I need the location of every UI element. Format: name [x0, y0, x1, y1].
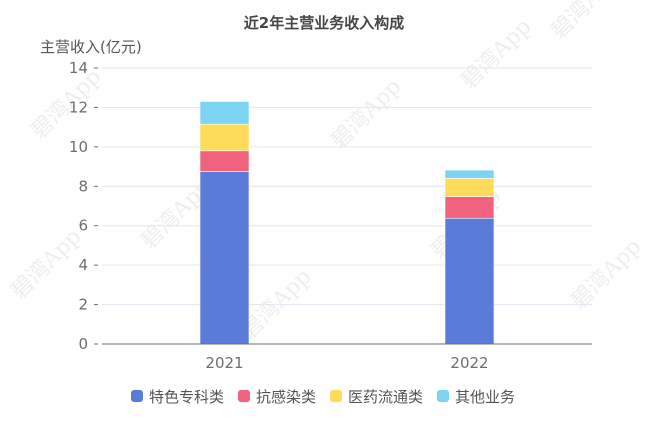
legend-label-2: 医药流通类: [348, 388, 423, 406]
bar-2022-series-2: [444, 178, 495, 197]
legend-label-1: 抗感染类: [256, 388, 316, 406]
watermark-0: 碧湾App: [27, 64, 107, 144]
y-axis-label: 主营收入(亿元): [40, 38, 142, 56]
y-tick-label-8: 8: [78, 177, 88, 195]
legend-swatch-0: [131, 390, 143, 402]
y-tick-label-14: 14: [69, 59, 88, 77]
y-tick-label-6: 6: [78, 217, 88, 235]
y-tick-label-2: 2: [78, 296, 88, 314]
y-tick-label-10: 10: [69, 138, 88, 156]
legend-label-3: 其他业务: [455, 388, 515, 406]
x-axis-ticks: 2021 2022: [205, 354, 488, 372]
bar-2022-series-3: [444, 169, 495, 179]
watermark-8: 碧湾App: [567, 234, 647, 314]
y-tick-label-4: 4: [78, 256, 88, 274]
watermark-3: 碧湾App: [327, 74, 407, 154]
x-tick-label-2022: 2022: [450, 354, 488, 372]
legend-swatch-2: [330, 390, 342, 402]
legend: 特色专科类 抗感染类 医药流通类 其他业务: [131, 388, 515, 406]
y-tick-label-0: 0: [78, 335, 88, 353]
x-tick-label-2021: 2021: [205, 354, 243, 372]
bars: [199, 101, 495, 345]
gridlines: [102, 67, 592, 306]
watermark-7: 碧湾App: [7, 224, 87, 304]
bar-2021-series-3: [199, 101, 250, 125]
y-axis-ticks: 0 2 4 6 8 10 12 14: [69, 59, 98, 353]
legend-swatch-3: [437, 390, 449, 402]
chart-title: 近2年主营业务收入构成: [244, 14, 404, 32]
y-tick-label-12: 12: [69, 98, 88, 116]
watermark-4: 碧湾App: [457, 14, 537, 94]
legend-label-0: 特色专科类: [149, 388, 224, 406]
bar-2021-series-0: [199, 171, 250, 345]
bar-2022-series-0: [444, 217, 495, 345]
legend-swatch-1: [238, 390, 250, 402]
bar-2022-series-1: [444, 196, 495, 219]
watermark-6: 碧湾App: [547, 0, 627, 44]
bar-2021-series-1: [199, 150, 250, 172]
bar-2021-series-2: [199, 123, 250, 152]
